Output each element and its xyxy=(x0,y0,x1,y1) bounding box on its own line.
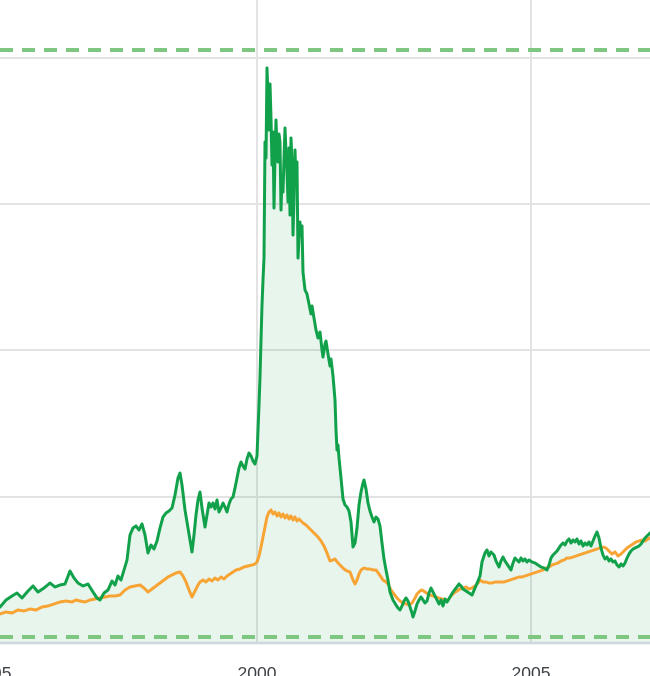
x-axis-labels: 1995 2000 2005 xyxy=(0,663,550,676)
area-fill xyxy=(0,68,650,642)
x-tick-label-1995: 1995 xyxy=(0,663,11,676)
x-tick-label-2000: 2000 xyxy=(238,663,277,676)
green-series-line xyxy=(0,66,650,619)
x-tick-label-2005: 2005 xyxy=(512,663,551,676)
vertical-gridlines xyxy=(256,0,532,643)
